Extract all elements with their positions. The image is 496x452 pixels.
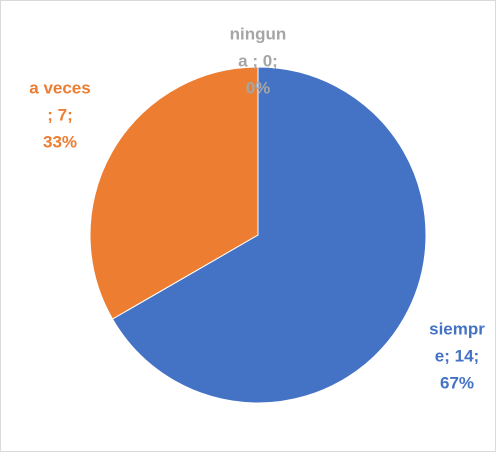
data-label: ; 7; [47,105,73,124]
data-label: ningun [230,24,287,43]
data-label: a ; 0; [238,51,278,70]
pie-slice [89,66,259,320]
pie-slice [111,66,427,404]
data-label: 33% [43,132,77,151]
data-label: 67% [440,373,474,392]
data-label: siempr [429,319,485,338]
data-label: e; 14; [435,346,479,365]
data-label: a veces [29,78,90,97]
data-label: 0% [246,78,271,97]
